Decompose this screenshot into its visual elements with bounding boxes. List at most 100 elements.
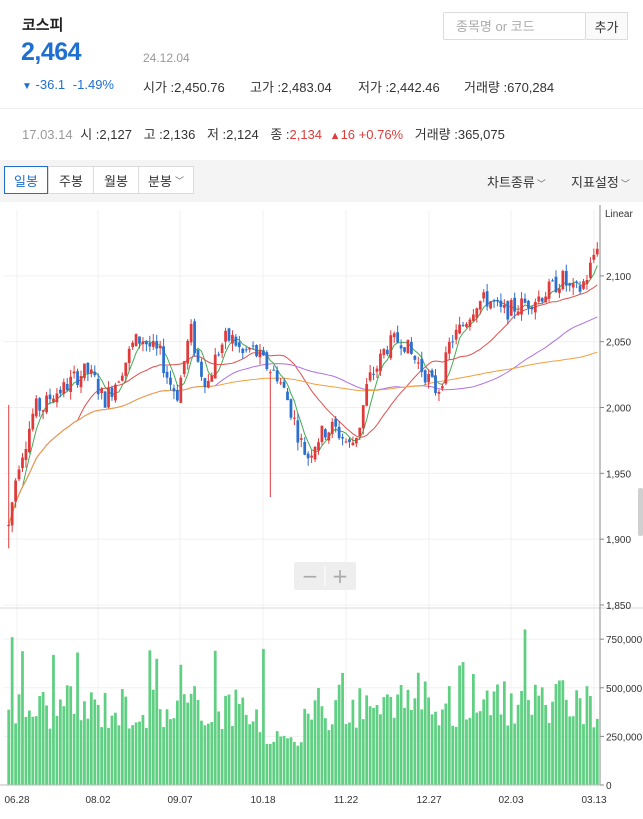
- candle-up: [158, 345, 162, 349]
- candle-up: [17, 469, 21, 480]
- volume-bar: [110, 715, 114, 785]
- candle-down: [341, 437, 344, 439]
- volume-bar: [7, 709, 11, 785]
- candle-down: [334, 418, 338, 427]
- chart-type-dropdown[interactable]: 차트종류 ﹀: [487, 172, 546, 191]
- add-button[interactable]: 추가: [586, 12, 628, 40]
- up-arrow-icon: ▲: [329, 130, 341, 142]
- volume-bar: [540, 687, 544, 785]
- volume-bar: [62, 706, 66, 785]
- candle-up: [478, 301, 482, 310]
- candle-down: [523, 298, 527, 303]
- candle-up: [248, 348, 252, 350]
- volume-bar: [248, 724, 252, 785]
- volume-bar: [337, 684, 341, 785]
- volume-bar: [286, 738, 289, 785]
- tab-minute[interactable]: 분봉 ﹀: [138, 166, 194, 194]
- candle-up: [186, 340, 190, 364]
- candle-up: [310, 455, 313, 458]
- candle-down: [372, 373, 375, 375]
- search-input[interactable]: [444, 13, 585, 39]
- candle-up: [468, 319, 472, 327]
- zoom-out-button[interactable]: −: [302, 564, 319, 588]
- volume-bar: [595, 718, 599, 785]
- volume-bar: [217, 711, 221, 785]
- volume-tick-label: 750,000: [606, 635, 643, 646]
- tab-monthly[interactable]: 월봉: [93, 166, 139, 194]
- volume-bar: [317, 687, 320, 785]
- candle-down: [289, 399, 293, 418]
- candle-down: [575, 281, 579, 283]
- candle-down: [196, 350, 200, 362]
- candle-down: [93, 372, 97, 376]
- volume-tick-label: 250,000: [606, 732, 643, 743]
- candle-down: [76, 371, 79, 385]
- tab-daily[interactable]: 일봉: [4, 166, 48, 194]
- moving-average-ma5: [8, 265, 598, 526]
- volume-bar: [368, 706, 372, 785]
- tab-weekly[interactable]: 주봉: [48, 166, 94, 194]
- volume-bar: [341, 672, 344, 785]
- volume-bar: [399, 685, 403, 785]
- volume-bar: [52, 654, 55, 785]
- candle-down: [485, 291, 489, 307]
- zoom-controls: − +: [294, 562, 356, 590]
- zoom-in-button[interactable]: +: [332, 564, 349, 588]
- volume-bar: [406, 689, 410, 785]
- volume-bar: [227, 694, 231, 785]
- volume-bar: [272, 741, 276, 785]
- volume-bar: [348, 722, 351, 785]
- candle-up: [141, 341, 145, 345]
- moving-average-ma20: [8, 284, 598, 526]
- candle-up: [83, 363, 86, 378]
- volume-bar: [107, 727, 110, 785]
- volume-bar: [334, 700, 338, 785]
- candle-down: [155, 340, 159, 349]
- candle-down: [396, 332, 400, 343]
- info-low-label: 저 :: [206, 127, 227, 142]
- volume-bar: [41, 692, 45, 785]
- chart-axes: Linear 2,100 2,050 2,000 1,950 1,900 1,850 750,…: [0, 205, 643, 806]
- candle-up: [62, 382, 66, 394]
- stat-open: 시가 :2,450.76: [143, 77, 225, 96]
- candle-down: [110, 387, 114, 397]
- volume-bar: [392, 717, 396, 785]
- candle-up: [41, 410, 45, 412]
- candle-up: [344, 441, 348, 443]
- candle-up: [544, 296, 548, 303]
- volume-bar: [385, 694, 389, 785]
- volume-bar: [231, 726, 234, 785]
- volume-bar: [72, 713, 76, 785]
- volume-bar: [444, 703, 448, 785]
- candle-up: [441, 386, 444, 389]
- candle-up: [379, 353, 382, 372]
- stock-chart[interactable]: Linear 2,100 2,050 2,000 1,950 1,900 1,850 750,…: [0, 205, 643, 819]
- candle-up: [45, 395, 48, 413]
- volume-bar: [131, 725, 135, 785]
- date-tick-label: 02.03: [498, 795, 523, 806]
- volume-bar: [592, 727, 596, 785]
- candle-up: [389, 335, 393, 359]
- candle-up: [79, 376, 83, 388]
- indicator-settings-dropdown[interactable]: 지표설정 ﹀: [571, 172, 630, 191]
- date-tick-label: 03.13: [581, 795, 606, 806]
- info-change-pct: +0.76%: [358, 127, 404, 142]
- volume-bar: [344, 724, 348, 785]
- volume-bar: [124, 696, 128, 785]
- volume-bar: [544, 704, 548, 785]
- search-box[interactable]: [443, 12, 586, 40]
- price-tick-label: 1,950: [606, 469, 631, 480]
- price-tick-label: 1,850: [606, 601, 631, 612]
- candle-down: [65, 383, 69, 391]
- volume-bar: [485, 690, 489, 785]
- candle-down: [38, 398, 42, 411]
- volume-bar: [506, 725, 510, 785]
- candle-up: [533, 301, 537, 313]
- chart-toolbar: 일봉 주봉 월봉 분봉 ﹀ 차트종류 ﹀ 지표설정 ﹀: [0, 160, 643, 202]
- candle-down: [103, 391, 107, 408]
- volume-bar: [103, 692, 107, 785]
- candle-down: [162, 346, 165, 374]
- candle-up: [124, 362, 128, 376]
- candle-down: [551, 280, 554, 282]
- volume-bar: [210, 722, 214, 785]
